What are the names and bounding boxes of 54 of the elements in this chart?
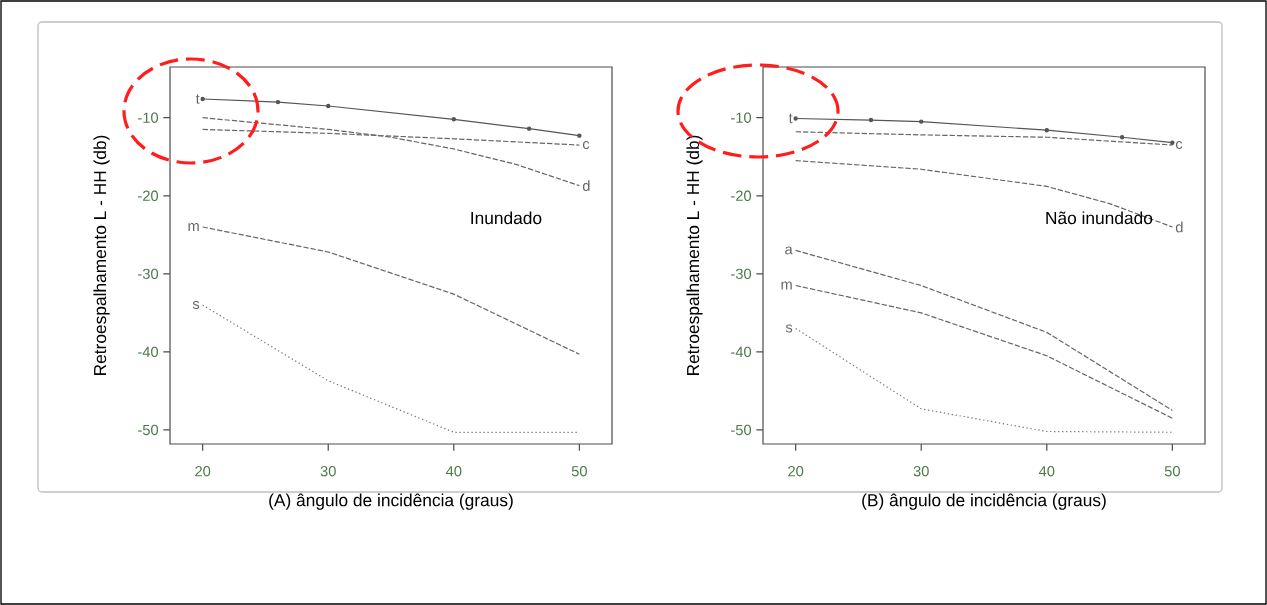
line-series bbox=[795, 284, 1173, 419]
y-tick-label: -10 bbox=[731, 112, 752, 123]
x-tick-label: 20 bbox=[788, 466, 804, 477]
y-tick-label: -10 bbox=[138, 112, 159, 123]
y-axis-title: Retroespalhamento L - HH (db) bbox=[93, 135, 110, 375]
x-tick-label: 40 bbox=[1038, 466, 1055, 477]
series-label: c bbox=[1175, 141, 1183, 150]
x-tick-label: 30 bbox=[913, 466, 929, 477]
x-tick-label: 20 bbox=[195, 466, 211, 477]
y-tick-label: -30 bbox=[138, 268, 159, 280]
line-series bbox=[795, 249, 1173, 412]
series-label: m bbox=[188, 223, 199, 231]
point bbox=[919, 119, 924, 124]
point bbox=[200, 96, 205, 102]
series-label: m bbox=[781, 281, 792, 290]
x-tick-label: 50 bbox=[1164, 466, 1180, 477]
series-label: t bbox=[195, 94, 200, 104]
legend-label: t bbox=[788, 113, 793, 124]
y-axis-title: Retroespalhamento L - HH (db) bbox=[686, 135, 703, 375]
y-tick-label: -40 bbox=[731, 346, 752, 358]
point bbox=[1044, 128, 1049, 133]
point bbox=[793, 116, 798, 121]
series-label: a bbox=[785, 246, 793, 255]
line-series bbox=[202, 226, 580, 355]
series-label: s bbox=[785, 324, 793, 333]
point bbox=[326, 103, 331, 109]
series-label: c bbox=[582, 141, 590, 150]
annotation: Não inundado bbox=[1046, 211, 1153, 225]
annotation: Inundado bbox=[471, 211, 542, 225]
point bbox=[868, 117, 874, 123]
point bbox=[451, 117, 456, 122]
point bbox=[526, 126, 532, 131]
line-series bbox=[795, 327, 1173, 433]
y-tick-label: -20 bbox=[731, 190, 752, 201]
line-series bbox=[795, 160, 1173, 228]
y-tick-label: -20 bbox=[138, 190, 159, 201]
x-axis-title: (A) ângulo de incidência (graus) bbox=[269, 493, 513, 510]
point bbox=[577, 133, 582, 138]
line-series bbox=[795, 131, 1173, 146]
x-tick-label: 40 bbox=[445, 466, 462, 477]
y-tick-label: -50 bbox=[731, 424, 752, 436]
x-axis-title: (B) ângulo de incidência (graus) bbox=[862, 493, 1106, 510]
y-tick-label: -50 bbox=[138, 424, 159, 436]
line-series bbox=[202, 117, 580, 187]
point bbox=[1170, 140, 1175, 145]
point bbox=[275, 99, 281, 105]
series-label: d bbox=[1175, 221, 1183, 233]
x-tick-label: 50 bbox=[571, 466, 587, 477]
point bbox=[1119, 135, 1125, 140]
series-label: d bbox=[582, 180, 590, 192]
y-tick-label: -30 bbox=[731, 268, 752, 280]
series-label: s bbox=[192, 301, 200, 310]
x-tick-label: 30 bbox=[320, 466, 336, 477]
y-tick-label: -40 bbox=[138, 346, 159, 358]
